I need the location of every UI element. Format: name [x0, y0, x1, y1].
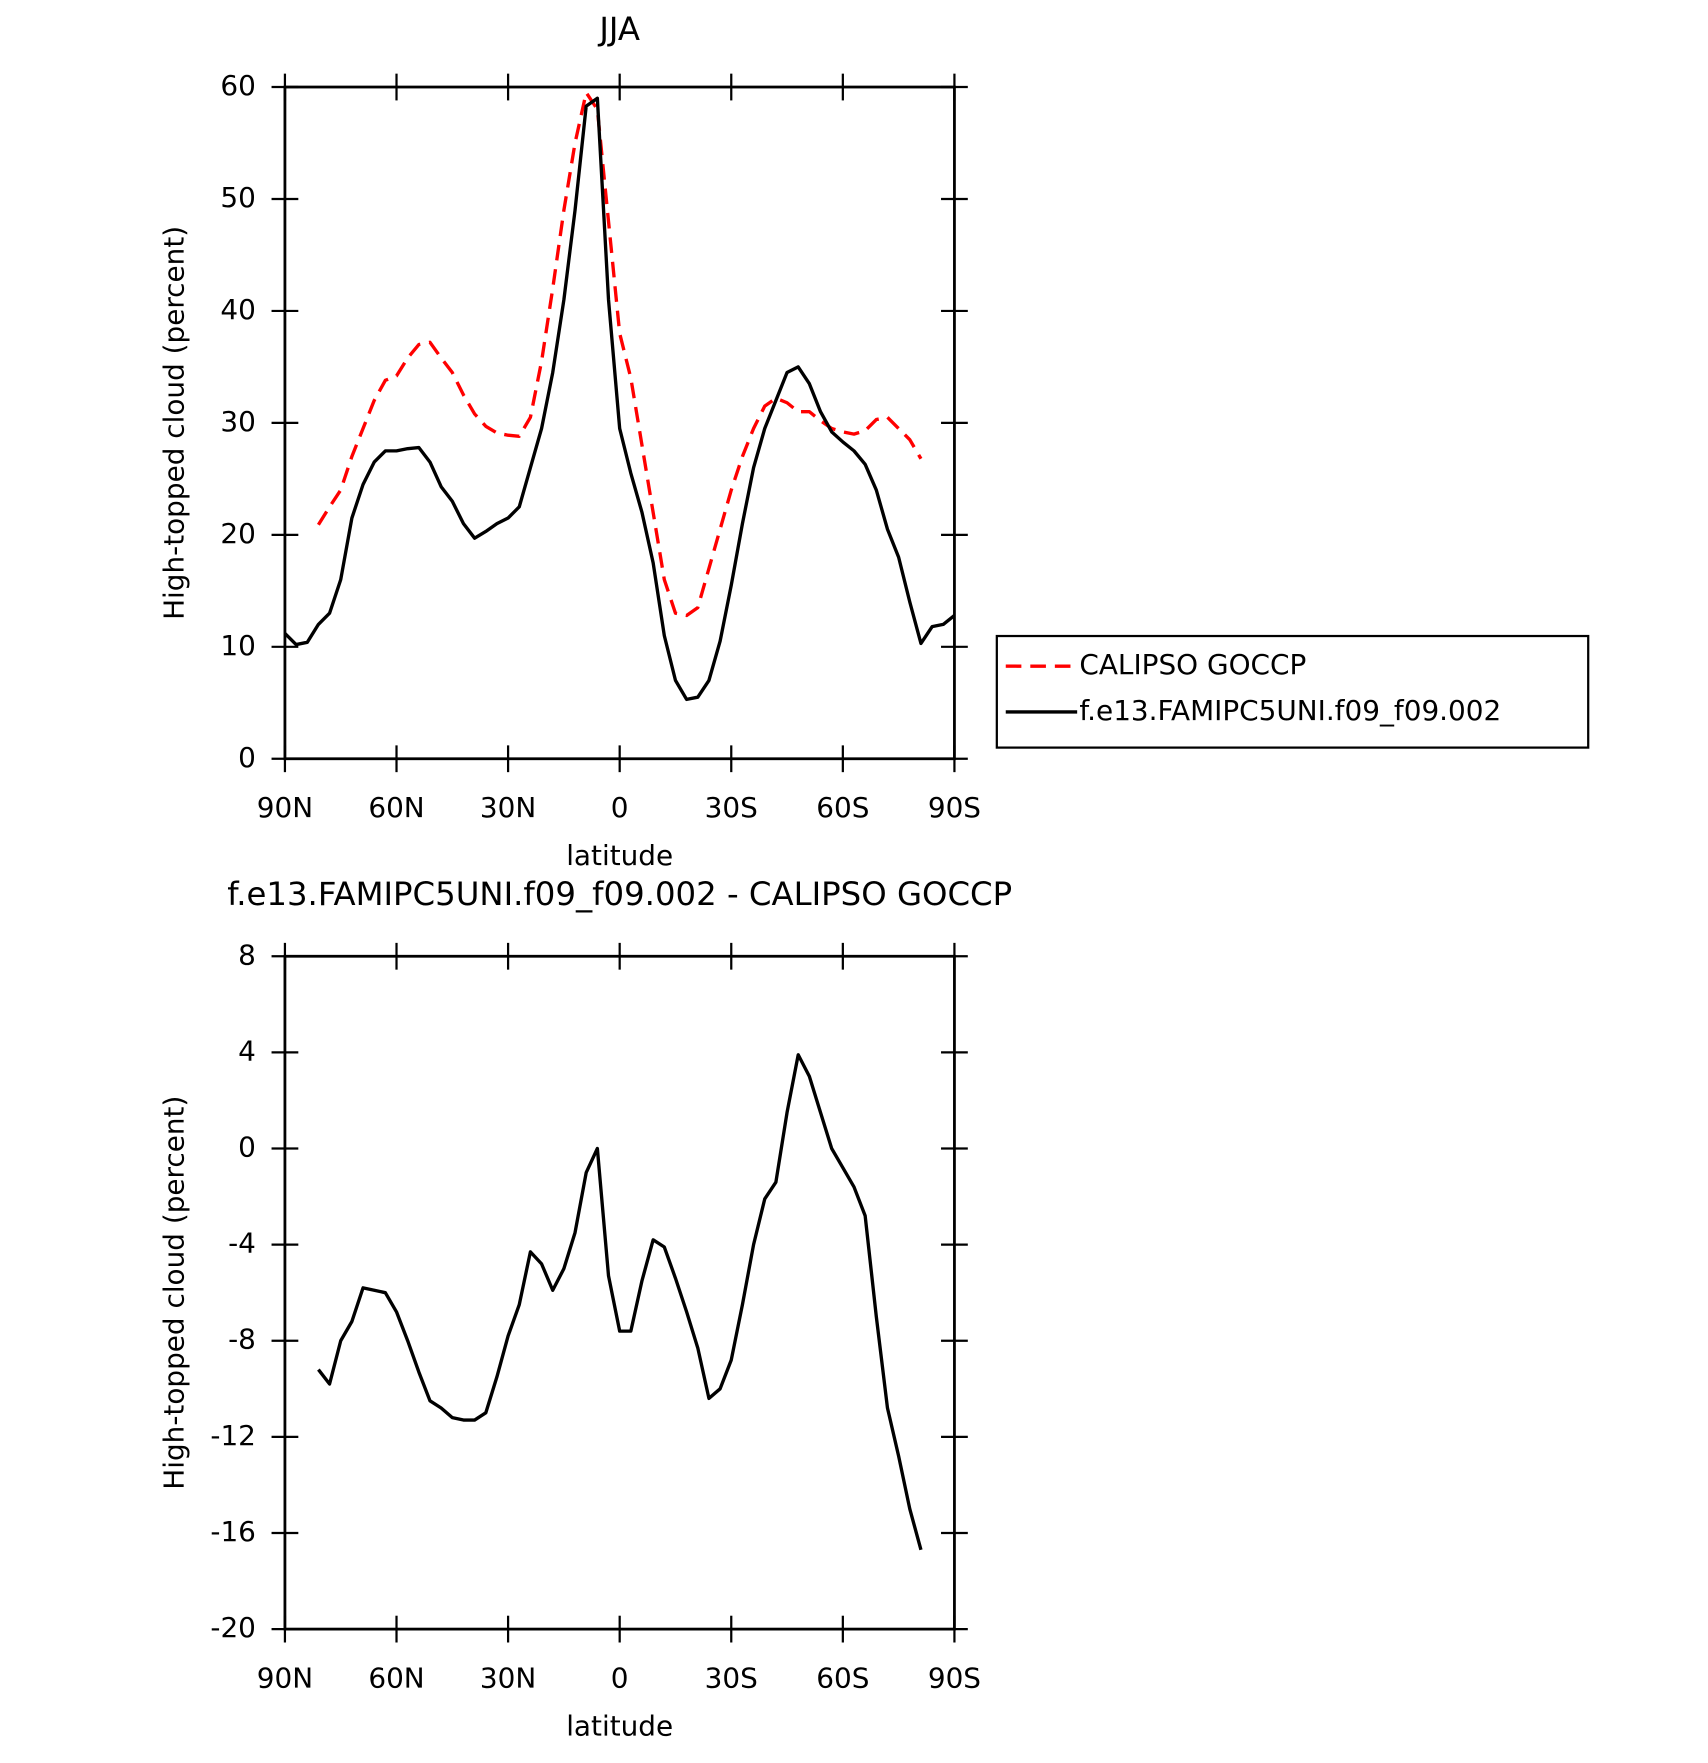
- y-tick-label: -16: [210, 1515, 256, 1548]
- x-tick-label: 60S: [816, 1661, 869, 1694]
- x-tick-label: 30S: [705, 791, 758, 824]
- x-tick-label: 90S: [928, 791, 981, 824]
- x-axis-label: latitude: [566, 839, 673, 872]
- x-tick-label: 60S: [816, 791, 869, 824]
- y-tick-label: 50: [220, 181, 255, 214]
- y-axis-label: High-topped cloud (percent): [158, 226, 191, 620]
- y-tick-label: 10: [220, 629, 255, 662]
- y-tick-label: 4: [238, 1034, 256, 1067]
- x-tick-label: 0: [611, 791, 629, 824]
- x-tick-label: 90N: [257, 1661, 313, 1694]
- legend-label: CALIPSO GOCCP: [1079, 648, 1306, 681]
- y-tick-label: 40: [220, 293, 255, 326]
- y-tick-label: -12: [210, 1419, 256, 1452]
- x-tick-label: 60N: [368, 791, 424, 824]
- y-tick-label: 0: [238, 741, 256, 774]
- y-tick-label: 30: [220, 405, 255, 438]
- chart-title: JJA: [597, 10, 640, 48]
- y-tick-label: 8: [238, 938, 256, 971]
- x-tick-label: 0: [611, 1661, 629, 1694]
- chart-title: f.e13.FAMIPC5UNI.f09_f09.002 - CALIPSO G…: [227, 875, 1012, 913]
- series-line: [316, 90, 923, 618]
- x-tick-label: 90N: [257, 791, 313, 824]
- y-tick-label: -20: [210, 1611, 256, 1644]
- y-tick-label: 20: [220, 517, 255, 550]
- x-tick-label: 90S: [928, 1661, 981, 1694]
- y-tick-label: 0: [238, 1131, 256, 1164]
- legend-label: f.e13.FAMIPC5UNI.f09_f09.002: [1079, 694, 1501, 727]
- series-line: [317, 1053, 923, 1551]
- x-tick-label: 30S: [705, 1661, 758, 1694]
- y-tick-label: 60: [220, 69, 255, 102]
- y-axis-label: High-topped cloud (percent): [158, 1096, 191, 1490]
- x-tick-label: 30N: [480, 791, 536, 824]
- x-tick-label: 60N: [368, 1661, 424, 1694]
- legend-box: [995, 634, 1590, 749]
- y-tick-label: -4: [228, 1227, 256, 1260]
- x-axis-label: latitude: [566, 1709, 673, 1742]
- y-tick-label: -8: [228, 1323, 256, 1356]
- series-line: [283, 96, 956, 702]
- x-tick-label: 30N: [480, 1661, 536, 1694]
